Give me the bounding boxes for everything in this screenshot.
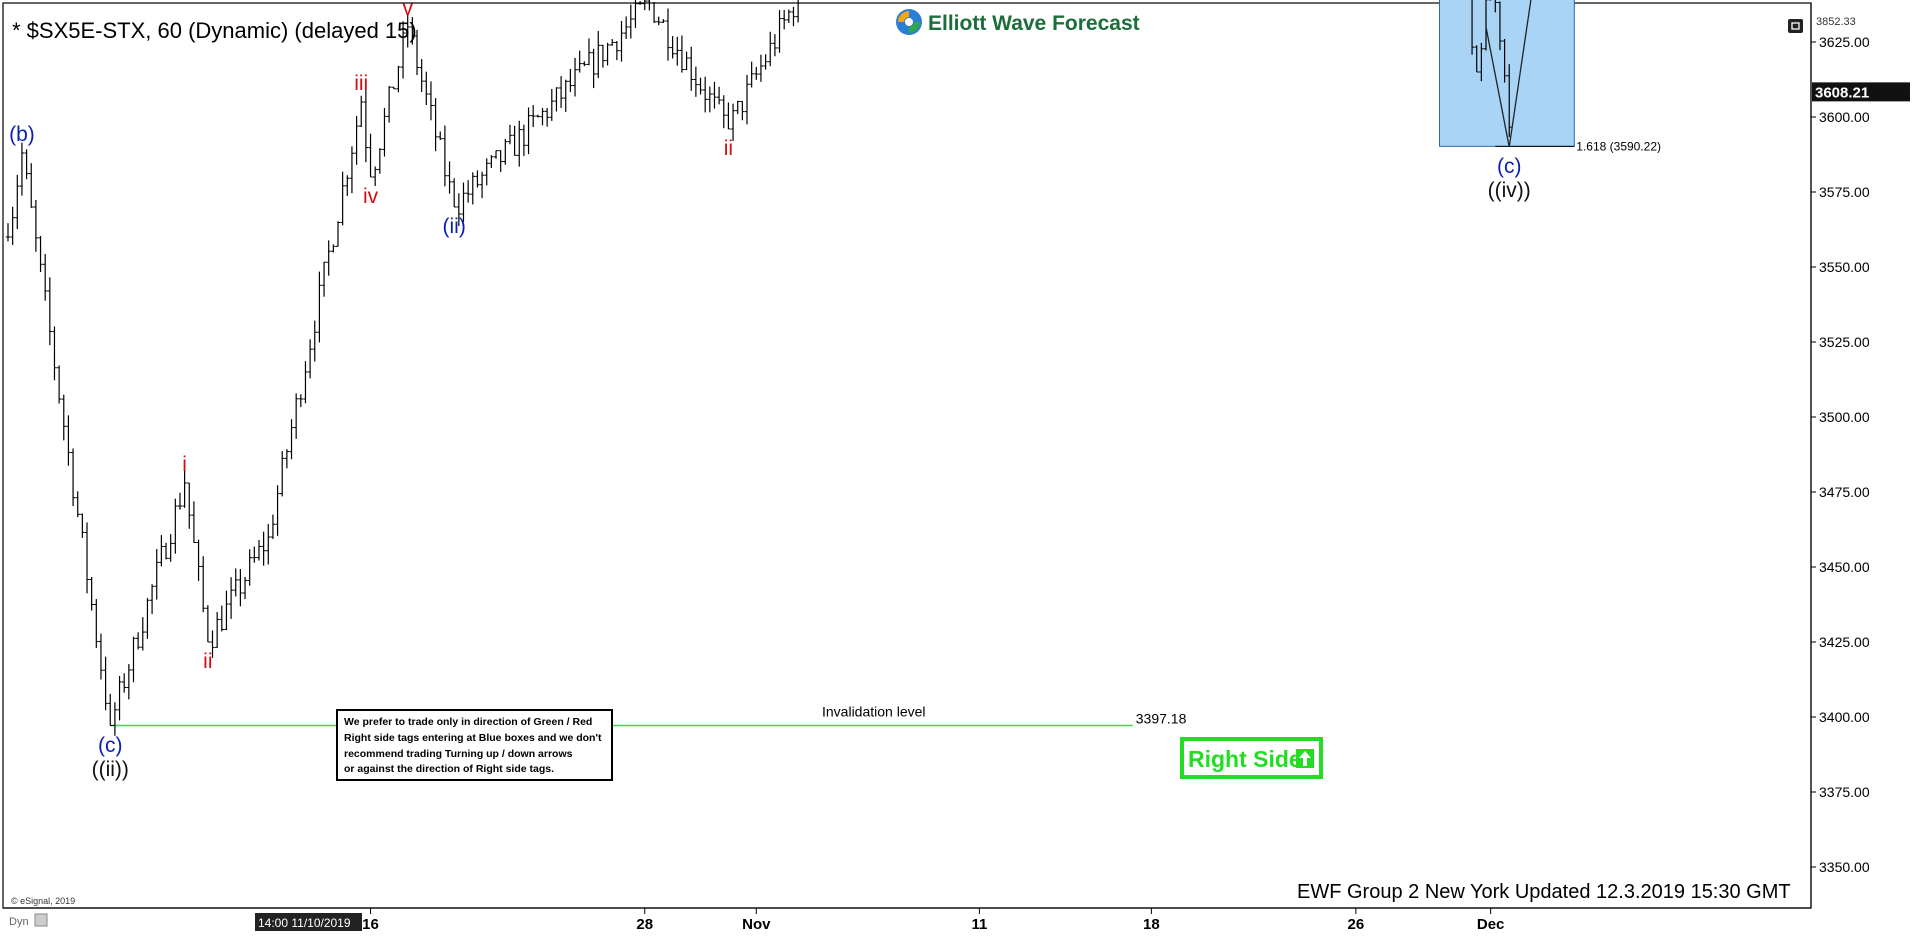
wave-label: v [402,0,413,20]
projection-line [1485,0,1532,148]
y-tick-label: 3400.00 [1819,709,1870,725]
dyn-label: Dyn [9,916,29,928]
x-tick-label: 11 [971,916,987,933]
y-tick-label: 3625.00 [1819,34,1870,50]
dyn-toggle[interactable]: Dyn [9,913,48,928]
notice-line-1: We prefer to trade only in direction of … [344,716,592,728]
wave-label: (c) [1497,155,1522,178]
wave-label: (ii) [443,215,466,238]
cursor-time-tag: 14:00 11/10/2019 [255,913,362,931]
symbol-title: * $SX5E-STX, 60 (Dynamic) (delayed 15) [12,18,417,43]
wave-labels: (b)(c)((ii))iiiiiiivv(i)(ii)iiiiiiivv(ii… [9,0,1531,781]
brand-logo: Elliott Wave Forecast [889,4,1155,42]
last-price-tag [1812,82,1910,102]
copyright: © eSignal, 2019 [11,896,75,906]
y-tick-label: 3525.00 [1819,334,1870,350]
blue-box-zone: 1 (3644.14)1.618 (3590.22) [1439,0,1661,153]
fib-zone-box [1439,0,1575,147]
cursor-time: 14:00 11/10/2019 [258,916,351,930]
invalidation-value: 3397.18 [1136,710,1187,726]
trading-notice: We prefer to trade only in direction of … [336,709,613,781]
projection-path [1508,0,1532,148]
y-tick-label: 3350.00 [1819,859,1870,875]
y-tick-label: 3575.00 [1819,184,1870,200]
x-tick-label: Dec [1477,916,1505,933]
wave-label: iv [363,185,379,208]
y-tick-label: 3475.00 [1819,484,1870,500]
wave-label: (c) [98,734,123,757]
right-side-badge: Right Side [1180,737,1323,779]
projection-lead [1485,26,1510,148]
wave-label: iii [354,72,368,95]
wave-label: (b) [9,123,35,146]
notice-line-4: or against the direction of Right side t… [344,763,554,775]
brand-name: Elliott Wave Forecast [928,12,1140,35]
wave-label: ((iv)) [1488,179,1531,202]
y-tick-label: 3500.00 [1819,409,1870,425]
x-tick-label: 18 [1143,916,1160,933]
last-price-label: 3608.21 [1815,84,1869,101]
invalidation-label: Invalidation level [822,703,926,719]
right-side-label: Right Side [1188,746,1302,772]
notice-line-2: Right side tags entering at Blue boxes a… [344,732,602,744]
wave-label: ii [724,137,733,160]
wave-label: ii [203,650,212,673]
y-tick-label: 3600.00 [1819,109,1870,125]
fib-lower-label: 1.618 (3590.22) [1576,139,1661,153]
plot-area [2,2,1812,909]
update-stamp: EWF Group 2 New York Updated 12.3.2019 1… [1297,881,1791,903]
restore-window-icon[interactable] [1788,19,1803,33]
invalidation-line: Invalidation level 3397.18 [110,703,1187,726]
wave-label: ((ii)) [92,758,129,781]
wave-label: i [182,453,187,476]
arrow-up-icon [1296,749,1314,768]
y-top-label: 3852.33 [1816,16,1856,28]
y-tick-label: 3375.00 [1819,784,1870,800]
y-tick-label: 3450.00 [1819,559,1870,575]
x-axis: 16 28 Nov 11 18 26 Dec [362,908,1504,933]
x-tick-label: Nov [742,916,771,933]
price-bars [5,0,1512,736]
x-tick-label: 26 [1348,916,1365,933]
x-tick-label: 16 [362,916,379,933]
notice-line-3: recommend trading Turning up / down arro… [344,748,573,760]
x-tick-label: 28 [636,916,653,933]
y-tick-label: 3550.00 [1819,259,1870,275]
brand-globe-icon [896,9,922,35]
y-tick-label: 3425.00 [1819,634,1870,650]
y-axis: 3350.00 3375.00 3400.00 3425.00 3450.00 3475.… [1811,16,1910,875]
